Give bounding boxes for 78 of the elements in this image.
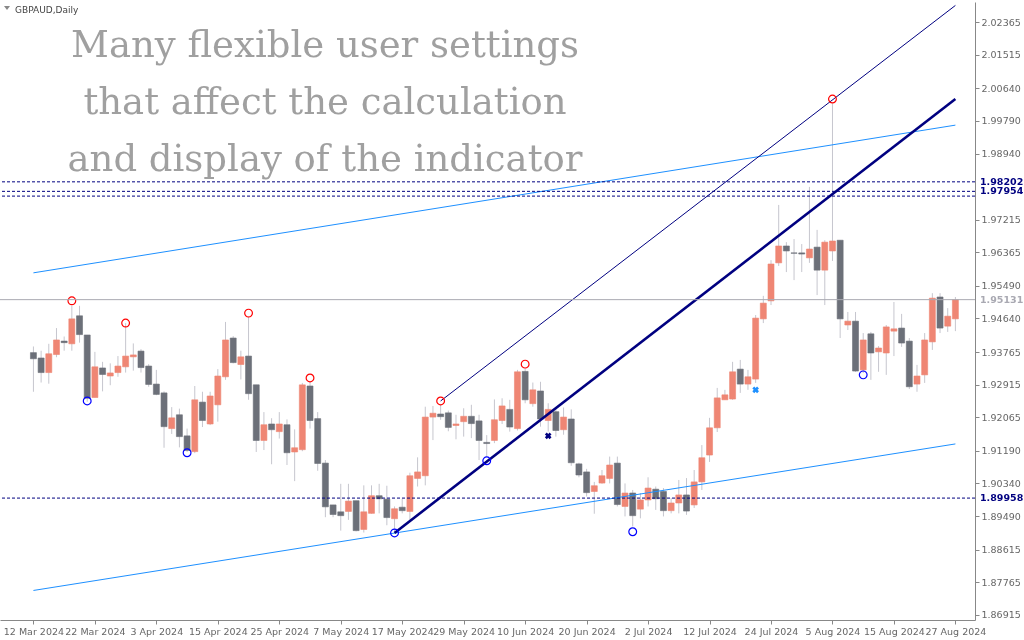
candlestick [736,359,744,394]
point [482,456,492,466]
candlestick [552,406,560,438]
point [436,396,446,406]
x-tick-label: 2 Jul 2024 [624,625,673,637]
y-tick-label: 1.95490 [981,280,1021,292]
x-tick-label: 3 Apr 2024 [130,625,184,637]
candlestick [683,477,690,516]
point [244,308,254,318]
candlestick [275,411,283,440]
x-tick-label: 12 Mar 2024 [3,625,65,637]
candlestick [506,399,514,433]
y-tick-label: 1.90340 [981,477,1021,489]
y-tick-label: 1.88615 [981,544,1021,556]
y-tick-label: 2.02365 [981,16,1021,28]
x-tick-label: 15 Apr 2024 [188,625,248,637]
candlestick [813,229,821,296]
x-tick-label: 22 Mar 2024 [65,625,126,637]
chart-title: GBPAUD,Daily [15,5,79,15]
candlestick [806,186,813,264]
x-tick-label: 10 Jun 2024 [497,625,555,637]
ref-line-label: 1.97954 [980,185,1024,197]
point [520,359,530,369]
x-tick-label: 12 Jul 2024 [683,625,737,637]
y-tick-label: 2.00640 [981,82,1021,94]
annotation: Many flexible user settings that affect the calculation and display of the indicator [67,23,583,180]
candlestick [268,417,275,465]
candlestick [460,407,467,438]
ref-line-label: 1.98202 [980,175,1024,187]
x-tick-label: 5 Aug 2024 [805,625,861,637]
candlestick [345,483,352,521]
candlestick [867,331,875,381]
x-tick-label: 20 Jun 2024 [558,625,616,637]
ref-line-label: 1.89958 [980,492,1024,504]
candlestick [591,481,598,515]
x-tick-label: 15 Aug 2024 [864,625,925,637]
y-tick-label: 1.94640 [981,312,1021,324]
y-tick-label: 1.98940 [981,148,1021,160]
point [305,373,315,383]
candlestick [844,311,852,331]
x-tick-label: 27 Aug 2024 [925,625,987,637]
candlestick [529,382,537,408]
candlestick [560,406,567,436]
candlestick [452,414,460,440]
candlestick [237,350,245,380]
y-tick-label: 1.99790 [981,115,1021,127]
point [182,448,192,458]
point [858,370,868,380]
y-tick-label: 1.97215 [981,214,1021,226]
y-tick-label: 1.87765 [981,576,1021,588]
x-tick-label: 7 May 2024 [313,625,370,637]
y-tick-label: 1.91190 [981,445,1021,457]
point [828,94,837,104]
x-tick-label: 17 May 2024 [371,625,434,637]
candlestick [260,411,268,451]
candlestick [168,406,176,435]
point [390,528,400,538]
y-tick-label: 1.93765 [981,346,1021,358]
candlestick [99,361,106,392]
y-tick-label: 1.92065 [981,411,1021,423]
ref-line-label: 1.95131 [980,293,1024,305]
x-tick-label: 25 Apr 2024 [250,625,310,637]
point [752,386,759,394]
point [544,432,552,440]
point [628,527,638,537]
y-tick-label: 1.92915 [981,379,1021,391]
point [67,296,77,306]
candlestick [199,391,206,428]
y-tick-label: 1.86915 [981,609,1021,621]
x-tick-label: 24 Jul 2024 [744,625,799,637]
point [82,396,92,406]
candlestick [783,241,790,273]
candlestick [383,485,391,526]
x-tick-label: 29 May 2024 [433,625,496,637]
y-tick-label: 2.01515 [981,49,1021,61]
y-tick-label: 1.89490 [981,510,1021,522]
point [121,318,131,328]
y-tick-label: 1.96365 [981,246,1021,258]
